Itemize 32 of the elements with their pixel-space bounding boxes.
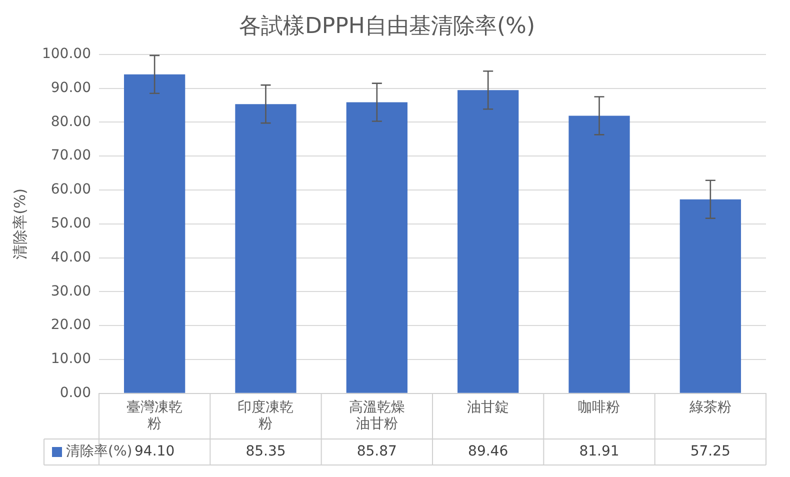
data-label: 81.91 xyxy=(579,444,620,460)
y-tick-label: 100.00 xyxy=(42,46,91,62)
x-tick-label: 咖啡粉 xyxy=(578,399,620,416)
y-axis-title: 清除率(%) xyxy=(10,188,29,260)
bar xyxy=(680,199,741,393)
bar xyxy=(346,102,408,393)
bar xyxy=(235,104,296,393)
x-tick-label: 綠茶粉 xyxy=(688,399,732,416)
data-label: 89.46 xyxy=(468,444,508,460)
y-tick-label: 20.00 xyxy=(50,317,91,334)
y-tick-label: 30.00 xyxy=(50,283,91,300)
data-label: 85.87 xyxy=(356,444,397,460)
x-tick-label: 印度凍乾粉 xyxy=(238,399,294,432)
y-tick-label: 40.00 xyxy=(50,249,91,266)
bar xyxy=(458,90,519,393)
y-tick-label: 60.00 xyxy=(50,182,91,198)
x-tick-label: 高溫乾燥油甘粉 xyxy=(348,399,405,432)
y-tick-label: 10.00 xyxy=(50,351,91,368)
y-tick-label: 80.00 xyxy=(50,114,91,130)
chart-title: 各試樣DPPH自由基清除率(%) xyxy=(238,14,536,39)
bar xyxy=(124,74,186,393)
y-tick-label: 90.00 xyxy=(50,80,91,96)
y-tick-label: 0.00 xyxy=(60,385,91,402)
y-tick-label: 70.00 xyxy=(50,148,91,164)
y-tick-label: 50.00 xyxy=(50,216,91,232)
bar xyxy=(568,116,630,393)
data-label: 85.35 xyxy=(246,444,286,460)
x-tick-label: 臺灣凍乾粉 xyxy=(126,399,183,432)
data-label: 57.25 xyxy=(690,444,730,460)
data-label: 94.10 xyxy=(134,444,175,460)
legend-label: 清除率(%) xyxy=(66,444,132,460)
x-tick-label: 油甘錠 xyxy=(467,399,510,416)
